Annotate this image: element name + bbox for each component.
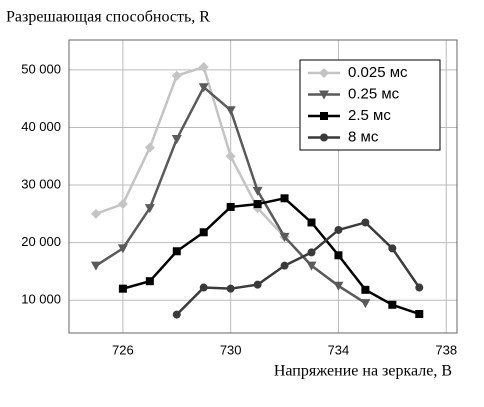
y-tick-label: 10 000 [21, 292, 61, 307]
marker [415, 283, 424, 292]
marker [388, 244, 397, 253]
marker [171, 70, 182, 81]
marker [306, 261, 317, 271]
marker [198, 62, 209, 73]
marker [334, 225, 343, 234]
marker [172, 310, 181, 319]
marker [279, 232, 290, 242]
marker [90, 208, 101, 219]
y-tick-label: 20 000 [21, 234, 61, 249]
legend-label: 0.25 мс [348, 85, 400, 102]
legend-label: 8 мс [348, 128, 379, 145]
marker [90, 261, 101, 271]
marker [333, 281, 344, 291]
marker [320, 112, 328, 120]
marker [198, 83, 209, 93]
marker [199, 228, 208, 237]
x-tick-label: 730 [220, 342, 242, 357]
marker [388, 300, 397, 309]
chart-title: Разрешающая способность, R [6, 9, 210, 26]
marker [334, 251, 343, 260]
marker [361, 285, 370, 294]
marker [252, 186, 263, 196]
series-line [122, 196, 420, 316]
marker [253, 280, 262, 289]
y-tick-label: 30 000 [21, 176, 61, 191]
marker [361, 218, 370, 227]
marker [280, 261, 289, 270]
marker [172, 247, 181, 256]
marker [319, 68, 329, 78]
x-tick-label: 726 [112, 342, 134, 357]
marker [225, 151, 236, 162]
marker [253, 200, 262, 209]
series-line [95, 65, 286, 238]
marker [307, 218, 316, 227]
marker [226, 202, 235, 211]
plot-border [68, 39, 458, 334]
marker [319, 90, 329, 100]
marker [171, 135, 182, 145]
marker [307, 248, 316, 257]
marker [144, 142, 155, 153]
legend-label: 2.5 мс [348, 107, 391, 124]
y-tick-label: 40 000 [21, 119, 61, 134]
marker [225, 106, 236, 116]
y-tick-label: 50 000 [21, 61, 61, 76]
marker [199, 283, 208, 292]
x-axis-label: Напряжение на зеркале, В [274, 363, 452, 380]
marker [415, 310, 424, 319]
marker [118, 284, 127, 293]
marker [117, 244, 128, 254]
x-tick-label: 738 [435, 342, 457, 357]
marker [280, 194, 289, 203]
marker [226, 284, 235, 293]
marker [117, 199, 128, 210]
legend-label: 0.025 мс [348, 64, 408, 81]
x-tick-label: 734 [328, 342, 350, 357]
marker [360, 299, 371, 309]
marker [145, 277, 154, 286]
marker [320, 133, 328, 142]
series-line [175, 221, 421, 316]
marker [144, 204, 155, 214]
